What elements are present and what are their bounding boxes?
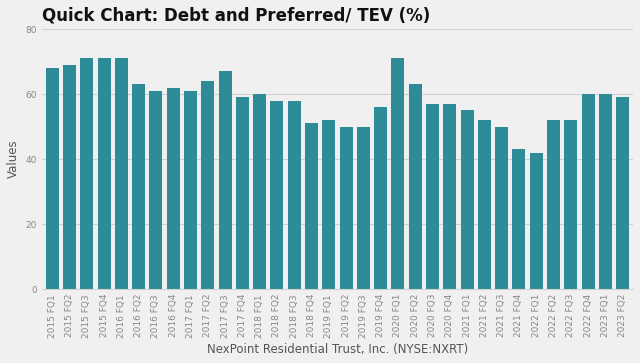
Bar [253,94,266,289]
Bar [150,91,163,289]
Bar [305,123,318,289]
Y-axis label: Values: Values [7,140,20,179]
Bar [513,150,525,289]
Bar [426,104,439,289]
Bar [444,104,456,289]
Bar [340,127,353,289]
Bar [167,88,180,289]
Bar [271,101,284,289]
Bar [530,153,543,289]
Bar [478,120,491,289]
Bar [616,97,629,289]
X-axis label: NexPoint Residential Trust, Inc. (NYSE:NXRT): NexPoint Residential Trust, Inc. (NYSE:N… [207,343,468,356]
Bar [115,58,128,289]
Bar [357,127,370,289]
Bar [409,85,422,289]
Bar [288,101,301,289]
Bar [184,91,197,289]
Bar [392,58,404,289]
Bar [495,127,508,289]
Bar [582,94,595,289]
Bar [132,85,145,289]
Bar [564,120,577,289]
Bar [461,110,474,289]
Bar [547,120,560,289]
Bar [45,68,59,289]
Bar [219,72,232,289]
Bar [81,58,93,289]
Bar [599,94,612,289]
Bar [202,81,214,289]
Bar [63,65,76,289]
Bar [236,97,249,289]
Bar [374,107,387,289]
Bar [98,58,111,289]
Text: Quick Chart: Debt and Preferred/ TEV (%): Quick Chart: Debt and Preferred/ TEV (%) [42,7,430,25]
Bar [323,120,335,289]
